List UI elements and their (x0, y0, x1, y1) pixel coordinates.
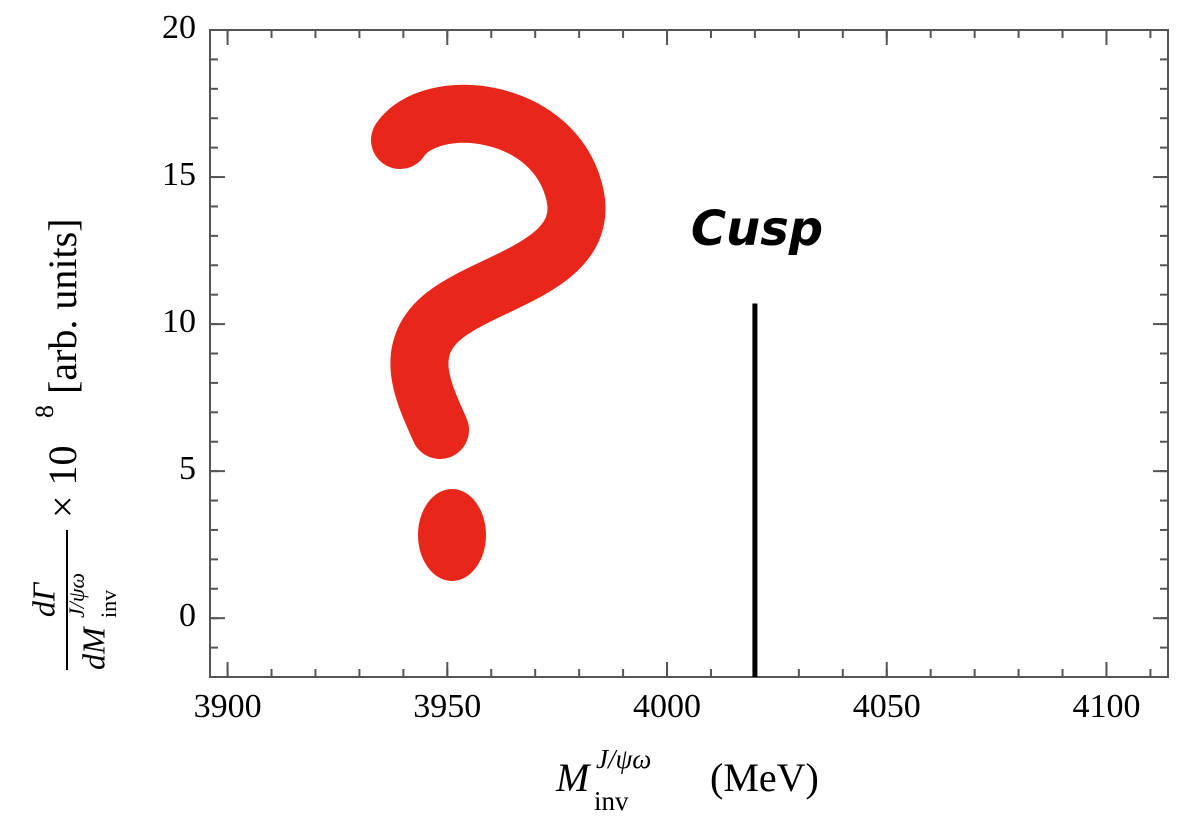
x-tick-label: 4100 (1072, 688, 1140, 725)
x-tick-label: 4050 (853, 688, 921, 725)
cusp-label: Cusp (691, 201, 823, 257)
y-label-numerator: dΓ (25, 581, 61, 617)
question-mark (371, 85, 606, 581)
question-mark-dot (418, 489, 486, 581)
y-label-denominator-sup: J/ψω (64, 573, 89, 618)
question-mark-stroke (371, 85, 606, 459)
y-tick-label: 5 (179, 450, 196, 487)
y-label-factor: × 10 (40, 445, 85, 518)
x-tick-label: 4000 (633, 688, 701, 725)
y-label-factor-sup: 8 (30, 405, 59, 418)
x-tick-label: 3900 (194, 688, 262, 725)
y-tick-label: 10 (162, 303, 196, 340)
x-label-sup: J/ψω (596, 744, 651, 774)
x-label-units: (MeV) (710, 755, 819, 800)
plot-frame (209, 29, 1169, 678)
x-label-sub: inv (594, 786, 629, 816)
x-axis-label: M J/ψω inv (MeV) (555, 744, 819, 816)
x-tick-label: 3950 (413, 688, 481, 725)
y-axis-label: dΓ dM J/ψω inv × 10 8 [arb. units] (25, 218, 121, 670)
y-label-denominator: dM (75, 625, 111, 670)
x-label-symbol: M (555, 755, 592, 800)
y-tick-label: 15 (162, 156, 196, 193)
y-tick-label: 0 (179, 597, 196, 634)
y-label-denominator-sub: inv (96, 590, 121, 618)
y-label-units: [arb. units] (40, 218, 85, 394)
y-tick-label: 20 (162, 9, 196, 46)
